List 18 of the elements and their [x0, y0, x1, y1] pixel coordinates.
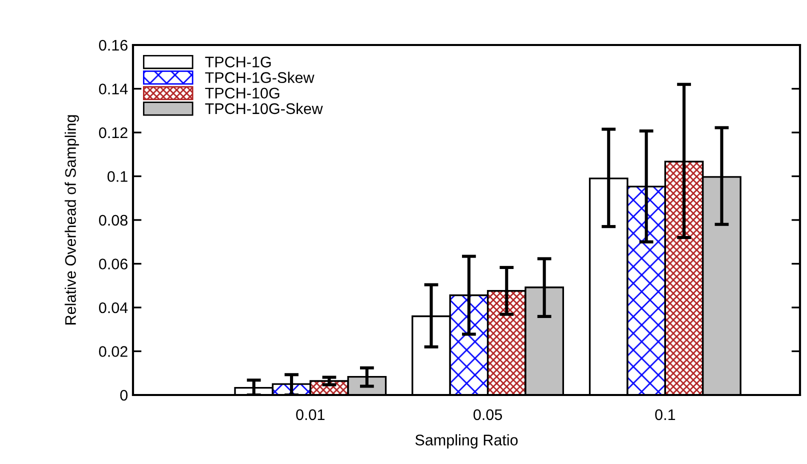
y-tick-label: 0.12 [99, 127, 128, 138]
x-axis-title: Sampling Ratio [415, 434, 518, 448]
legend-label: TPCH-1G-Skew [205, 72, 314, 83]
y-tick-label: 0.14 [99, 84, 128, 94]
y-tick-label: 0.02 [99, 346, 128, 357]
y-tick-label: 0.04 [99, 302, 128, 314]
y-tick-label: 0.08 [99, 214, 128, 226]
y-axis-title: Relative Overhead of Sampling [64, 115, 79, 324]
x-tick-label: 0.1 [655, 409, 676, 420]
x-tick-label: 0.05 [474, 409, 502, 420]
legend-label: TPCH-1G [205, 56, 271, 68]
x-tick-label: 0.01 [296, 409, 325, 420]
y-tick-label: 0.16 [99, 40, 128, 51]
y-tick-label: 0 [120, 390, 128, 401]
y-tick-label: 0.06 [99, 258, 128, 270]
legend-label: TPCH-10G [205, 88, 280, 99]
legend-label: TPCH-10G-Skew [205, 102, 323, 114]
y-tick-label: 0.1 [108, 171, 128, 182]
